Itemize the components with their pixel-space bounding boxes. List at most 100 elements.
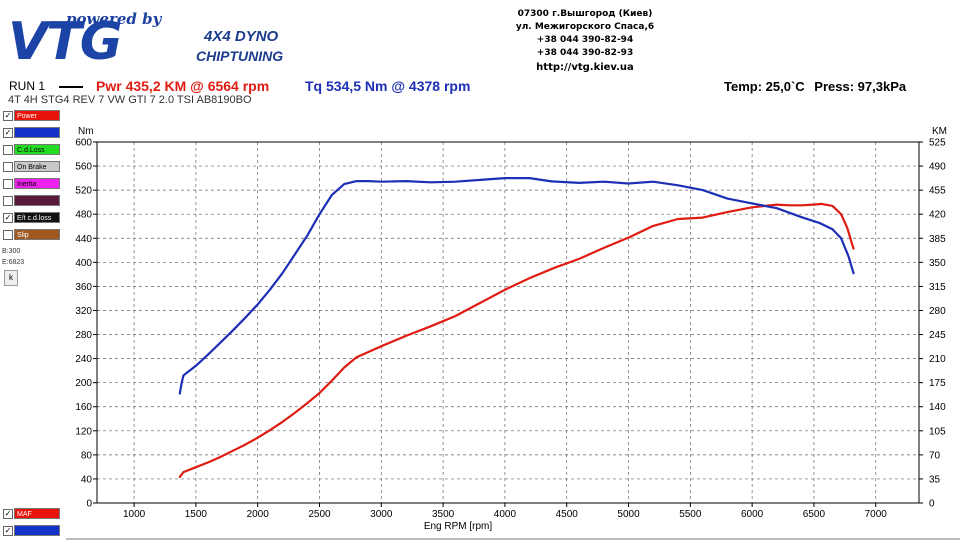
y-tick-label-left: 600 [75,138,92,149]
y-axis-label-right: KM [932,126,947,137]
y-tick-label-right: 105 [929,426,946,437]
y-tick-label-left: 560 [75,162,92,173]
y-tick-label-right: 0 [929,499,935,510]
y-tick-label-right: 525 [929,138,946,149]
y-tick-label-left: 240 [75,354,92,365]
legend-label [14,525,60,536]
y-tick-label-right: 280 [929,306,946,317]
y-tick-label-left: 80 [81,450,93,461]
axes: 1000 1500 2000 2500 3000 3500 4000 4500 5000 5500… [75,126,947,532]
legend-item[interactable]: C.d.Loss [2,144,60,155]
pressure-readout: Press: 97,3kPa [814,79,907,94]
y-tick-label-right: 420 [929,210,946,221]
run-label: RUN 1 [9,79,46,93]
bottom-scrollbar[interactable] [66,538,960,540]
run-line-swatch [59,86,83,88]
x-axis-label: Eng RPM [rpm] [424,521,493,532]
x-tick-label: 5500 [679,509,702,520]
y-tick-label-left: 200 [75,378,92,389]
company-address: 07300 г.Вышгород (Киев) ул. Межигорского… [490,8,680,74]
x-tick-label: 6500 [803,509,826,520]
logo-chiptuning: CHIPTUNING [196,48,284,64]
legend-label: Power [14,110,60,121]
vtg-logo: powered by VTG 4X4 DYNO CHIPTUNING [6,10,296,70]
legend-label [14,195,60,206]
x-tick-label: 4000 [494,509,517,520]
run-description: 4T 4H STG4 REV 7 VW GTI 7 2.0 TSI AB8190… [8,94,252,106]
address-line: ул. Межигорского Спаса,6 [515,22,655,32]
x-tick-label: 6000 [741,509,764,520]
legend-item[interactable]: ✓ Power [2,110,60,121]
x-tick-label: 5000 [617,509,640,520]
y-tick-label-left: 320 [75,306,92,317]
x-tick-label: 1000 [123,509,146,520]
legend-checkbox[interactable] [3,179,13,189]
grid-lines [97,141,919,504]
x-tick-label: 4500 [556,509,579,520]
x-tick-label: 2500 [308,509,331,520]
y-tick-label-right: 385 [929,234,946,245]
ambient-conditions: Temp: 25,0`C Press: 97,3kPa [724,79,912,94]
k-button[interactable]: k [4,270,18,286]
y-tick-label-right: 35 [929,474,941,485]
y-tick-label-right: 315 [929,282,946,293]
legend-label [14,127,60,138]
legend-label: MAF [14,508,60,519]
y-axis-label-left: Nm [78,126,94,137]
x-tick-label: 2000 [247,509,270,520]
y-tick-label-right: 350 [929,258,946,269]
y-tick-label-left: 400 [75,258,92,269]
series-line-torque [178,177,855,395]
website-url[interactable]: http://vtg.kiev.ua [536,62,634,73]
y-tick-label-right: 175 [929,378,946,389]
x-tick-label: 1500 [185,509,208,520]
e-readout: E:6823 [2,259,25,266]
y-tick-label-right: 140 [929,402,946,413]
max-torque-readout: Tq 534,5 Nm @ 4378 rpm [305,78,471,94]
y-tick-label-right: 455 [929,186,946,197]
legend-item[interactable]: ✓ E/t c.d.loss [2,212,60,223]
legend-checkbox[interactable]: ✓ [3,509,13,519]
y-tick-label-right: 245 [929,330,946,341]
series-line-power [178,202,855,478]
legend-label: C.d.Loss [14,144,60,155]
legend-item[interactable]: ✓ MAF [2,508,60,519]
temperature-readout: Temp: 25,0`C [724,79,805,94]
legend-checkbox[interactable] [3,145,13,155]
legend-item[interactable]: Slip [2,229,60,240]
legend-checkbox[interactable] [3,196,13,206]
legend-item[interactable]: On Brake [2,161,60,172]
y-tick-label-left: 120 [75,426,92,437]
logo-brand: VTG [8,12,122,72]
logo-dyno: 4X4 DYNO [204,28,279,45]
phone-line: +38 044 390-82-93 [536,48,634,58]
legend-checkbox[interactable]: ✓ [3,128,13,138]
y-tick-label-left: 480 [75,210,92,221]
series-lines [178,177,855,478]
legend-label: Inertia [14,178,60,189]
y-tick-label-left: 440 [75,234,92,245]
x-tick-label: 3500 [432,509,455,520]
legend-item[interactable]: ✓ [2,127,60,138]
legend-checkbox[interactable] [3,230,13,240]
y-tick-label-left: 280 [75,330,92,341]
legend-item[interactable]: ✓ [2,525,60,536]
y-tick-label-left: 0 [86,499,92,510]
b-readout: B:300 [2,248,21,255]
y-tick-label-left: 520 [75,186,92,197]
plot-frame [96,141,920,504]
legend-checkbox[interactable]: ✓ [3,526,13,536]
y-tick-label-right: 210 [929,354,946,365]
address-line: 07300 г.Вышгород (Киев) [517,9,653,19]
y-tick-label-left: 360 [75,282,92,293]
legend-item[interactable]: Inertia [2,178,60,189]
y-tick-label-left: 160 [75,402,92,413]
legend-checkbox[interactable] [3,162,13,172]
legend-checkbox[interactable]: ✓ [3,213,13,223]
legend-checkbox[interactable]: ✓ [3,111,13,121]
y-tick-label-left: 40 [81,474,93,485]
legend-label: Slip [14,229,60,240]
legend-item[interactable] [2,195,60,206]
y-tick-label-right: 490 [929,162,946,173]
